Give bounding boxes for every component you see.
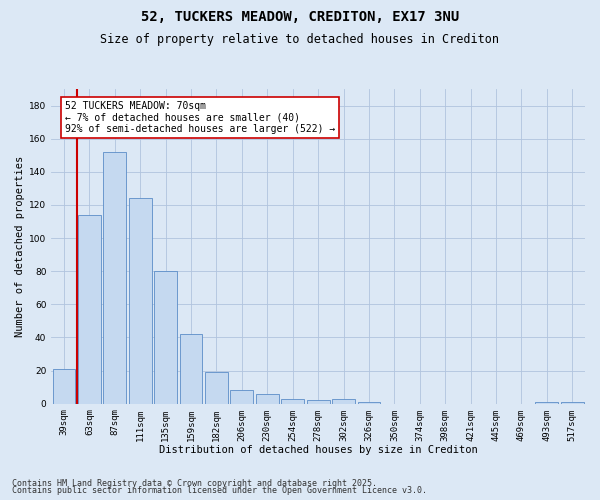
Bar <box>307 400 329 404</box>
Bar <box>205 372 228 404</box>
X-axis label: Distribution of detached houses by size in Crediton: Distribution of detached houses by size … <box>159 445 478 455</box>
Bar <box>535 402 559 404</box>
Text: Contains HM Land Registry data © Crown copyright and database right 2025.: Contains HM Land Registry data © Crown c… <box>12 478 377 488</box>
Bar <box>154 271 177 404</box>
Bar <box>256 394 279 404</box>
Bar <box>179 334 202 404</box>
Text: 52 TUCKERS MEADOW: 70sqm
← 7% of detached houses are smaller (40)
92% of semi-de: 52 TUCKERS MEADOW: 70sqm ← 7% of detache… <box>65 100 335 134</box>
Bar <box>561 402 584 404</box>
Bar <box>78 215 101 404</box>
Bar <box>53 369 76 404</box>
Text: Size of property relative to detached houses in Crediton: Size of property relative to detached ho… <box>101 32 499 46</box>
Y-axis label: Number of detached properties: Number of detached properties <box>15 156 25 337</box>
Bar <box>281 399 304 404</box>
Text: 52, TUCKERS MEADOW, CREDITON, EX17 3NU: 52, TUCKERS MEADOW, CREDITON, EX17 3NU <box>141 10 459 24</box>
Bar <box>129 198 152 404</box>
Bar <box>358 402 380 404</box>
Bar <box>332 399 355 404</box>
Bar <box>230 390 253 404</box>
Bar <box>103 152 126 404</box>
Text: Contains public sector information licensed under the Open Government Licence v3: Contains public sector information licen… <box>12 486 427 495</box>
